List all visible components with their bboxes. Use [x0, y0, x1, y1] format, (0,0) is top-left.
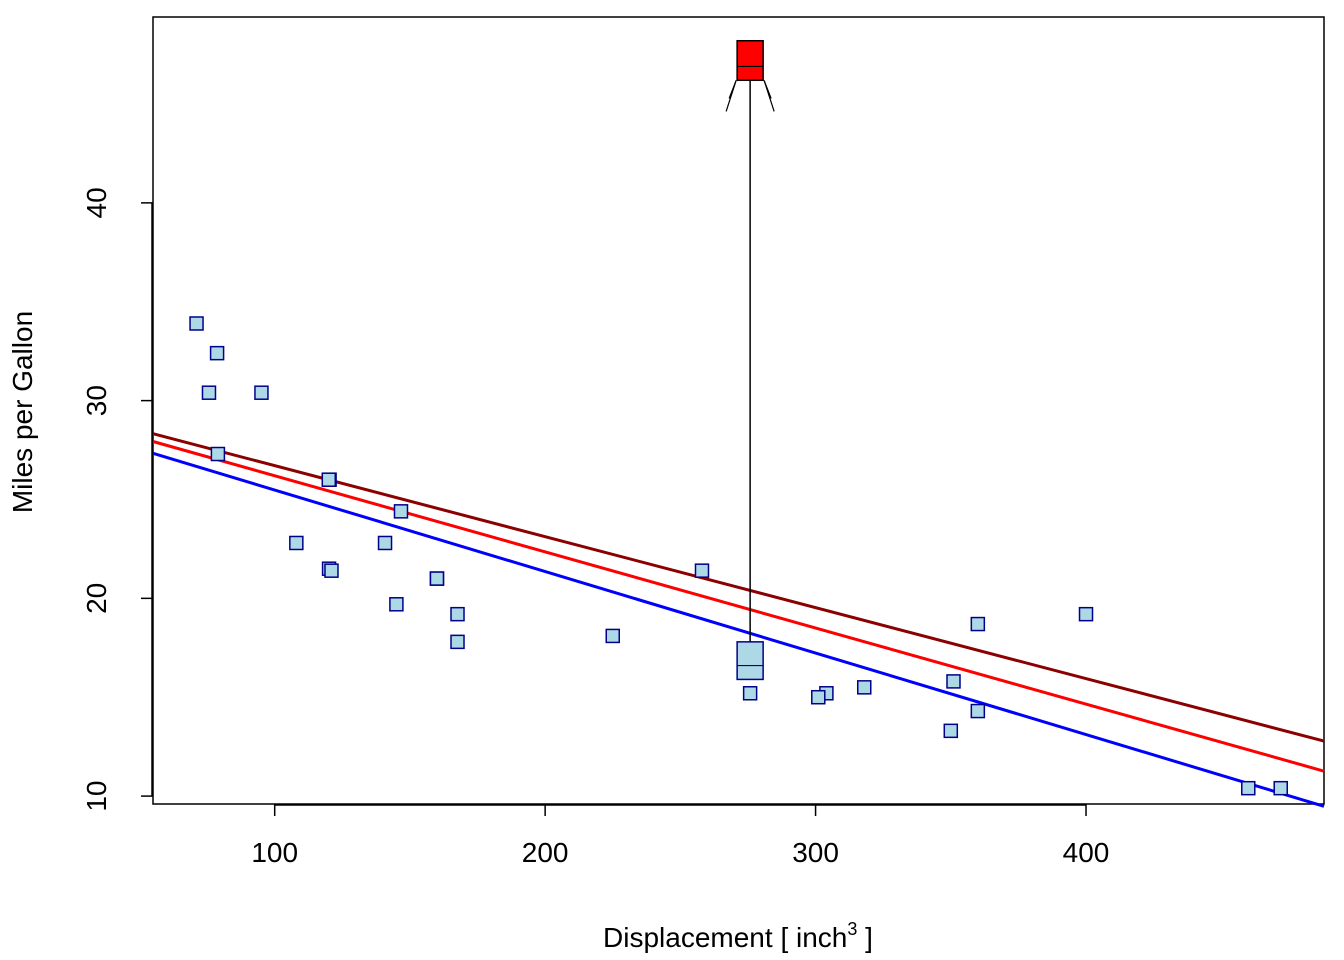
data-point	[1273, 780, 1288, 796]
data-point	[970, 616, 986, 632]
data-point	[201, 385, 217, 400]
y-tick-label: 20	[81, 583, 112, 614]
y-axis: 10 20 30 40	[81, 187, 153, 812]
data-point	[377, 535, 393, 551]
arrow-ray	[763, 80, 772, 99]
data-point	[943, 723, 959, 739]
data-point	[1078, 606, 1094, 622]
x-tick-label: 300	[792, 837, 839, 868]
data-point	[1241, 780, 1256, 796]
data-point	[857, 680, 872, 695]
data-point	[605, 628, 620, 644]
x-tick-label: 200	[522, 837, 569, 868]
highlight-box	[736, 39, 764, 82]
data-point	[189, 316, 204, 331]
y-tick-label: 30	[81, 385, 112, 416]
data-point	[946, 674, 961, 689]
regression-lines	[152, 432, 1325, 808]
data-point	[811, 689, 826, 705]
regression-line	[152, 451, 1325, 808]
regression-line	[152, 440, 1325, 773]
arrow-ray	[728, 80, 737, 99]
data-point	[393, 504, 409, 519]
data-points	[189, 316, 1288, 796]
data-point	[210, 446, 226, 462]
x-tick-label: 400	[1063, 837, 1110, 868]
data-point	[970, 703, 986, 719]
data-point	[209, 345, 225, 361]
highlight-box	[736, 641, 764, 681]
data-point	[254, 385, 269, 400]
data-point	[742, 686, 758, 701]
arrow-annotation	[725, 66, 775, 666]
data-point	[450, 606, 465, 622]
y-axis-title: Miles per Gallon	[7, 311, 38, 513]
x-tick-label: 100	[251, 837, 298, 868]
data-point	[450, 634, 465, 650]
data-point	[429, 571, 445, 586]
plot-frame	[152, 16, 1325, 805]
x-axis: 100 200 300 400	[251, 804, 1109, 868]
y-tick-label: 40	[81, 187, 112, 218]
highlighted-boxes	[736, 39, 764, 681]
regression-line	[152, 432, 1325, 743]
data-point	[389, 597, 404, 612]
data-point	[321, 472, 337, 487]
x-axis-title: Displacement [ inch3 ]	[603, 919, 873, 953]
data-point	[694, 563, 710, 578]
y-tick-label: 10	[81, 781, 112, 812]
data-point	[324, 563, 339, 578]
data-point	[289, 535, 304, 551]
